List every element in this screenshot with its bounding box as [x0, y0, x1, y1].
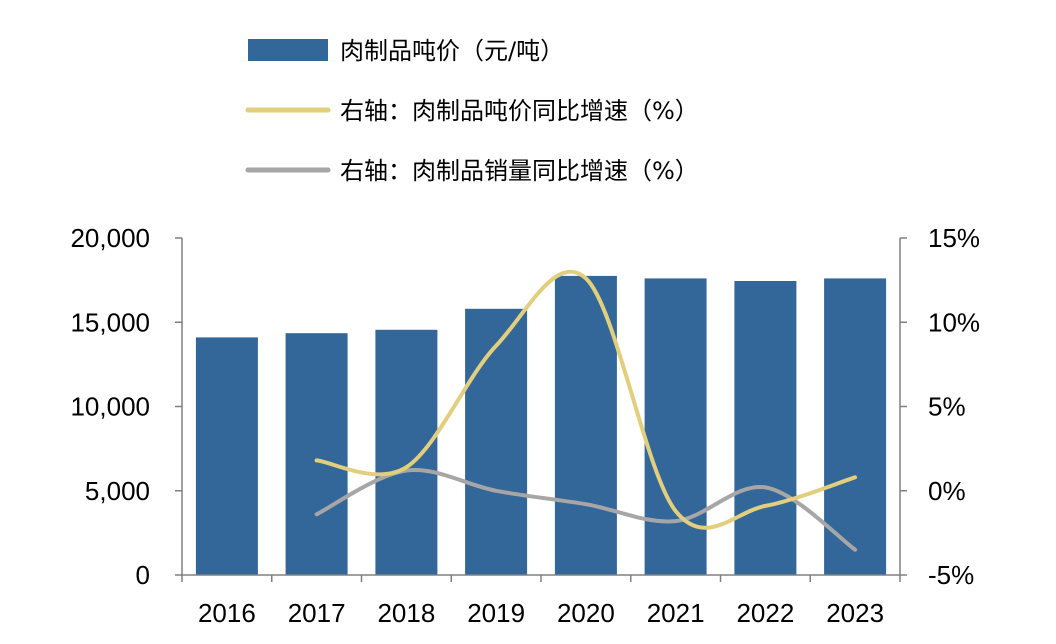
- x-tick-label: 2016: [198, 598, 256, 628]
- x-tick-label: 2019: [467, 598, 525, 628]
- right-tick-label: 15%: [928, 223, 980, 253]
- price-bars: [195, 275, 887, 575]
- bar-2017: [285, 333, 348, 575]
- legend-entry-label: 右轴：肉制品吨价同比增速（%）: [340, 97, 699, 125]
- bar-2022: [734, 281, 797, 575]
- x-tick-label: 2022: [736, 598, 794, 628]
- left-tick-label: 20,000: [70, 223, 150, 253]
- right-tick-label: 0%: [928, 476, 966, 506]
- bar-2018: [375, 329, 438, 575]
- left-tick-label: 0: [136, 560, 150, 590]
- chart-tick-labels: 0 5,000 10,000 15,000 20,000 -5% 0% 5% 10% 15% 201…: [70, 223, 980, 628]
- x-tick-label: 2018: [377, 598, 435, 628]
- right-tick-label: 10%: [928, 307, 980, 337]
- bar-2021: [644, 278, 707, 575]
- chart-axes: [175, 237, 907, 582]
- x-tick-label: 2023: [826, 598, 884, 628]
- bar-2020: [554, 275, 617, 575]
- x-tick-label: 2020: [557, 598, 615, 628]
- legend-swatch-bar: [248, 39, 328, 61]
- bar-2019: [465, 308, 528, 575]
- legend-entry-label: 右轴：肉制品销量同比增速（%）: [340, 157, 699, 185]
- chart-legend: 肉制品吨价（元/吨） 右轴：肉制品吨价同比增速（%） 右轴：肉制品销量同比增速（%）: [245, 37, 699, 185]
- x-tick-label: 2017: [288, 598, 346, 628]
- bar-2016: [195, 337, 258, 575]
- volume-growth-line: [314, 467, 858, 552]
- legend-entry-label: 肉制品吨价（元/吨）: [340, 37, 564, 65]
- price-growth-line: [314, 269, 858, 530]
- x-tick-label: 2021: [647, 598, 705, 628]
- left-tick-label: 10,000: [70, 392, 150, 422]
- right-tick-label: -5%: [928, 560, 974, 590]
- left-tick-label: 5,000: [85, 476, 150, 506]
- left-tick-label: 15,000: [70, 307, 150, 337]
- right-tick-label: 5%: [928, 392, 966, 422]
- growth-lines: [314, 269, 858, 552]
- bar-2023: [824, 278, 887, 575]
